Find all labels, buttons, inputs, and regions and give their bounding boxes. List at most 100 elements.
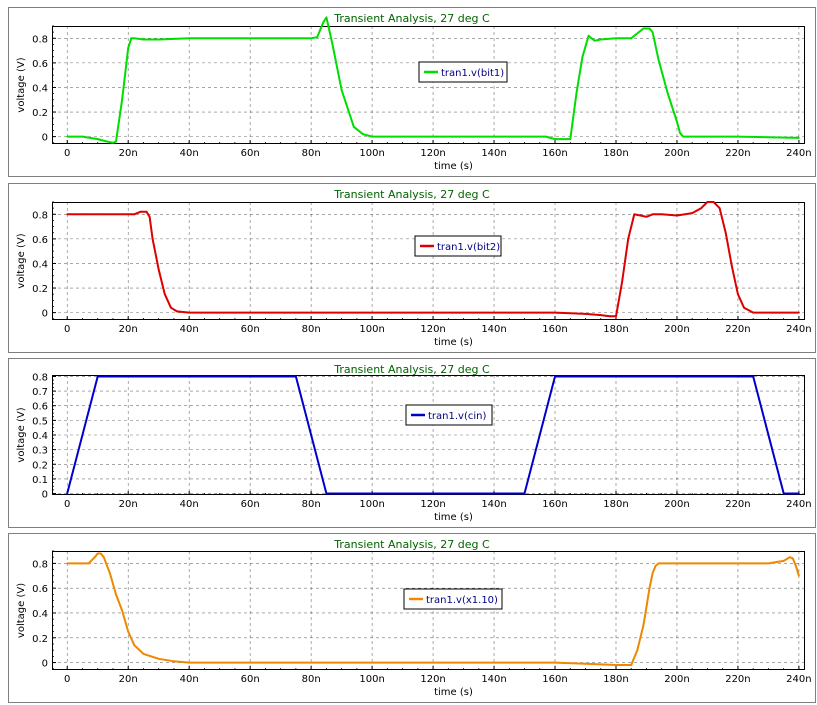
data-point [593, 39, 596, 42]
data-point [633, 213, 636, 216]
x-tick-label: 20n [119, 148, 138, 159]
x-tick-label: 120n [420, 324, 445, 335]
y-tick-label: 0.7 [32, 387, 48, 398]
data-point [636, 32, 639, 35]
data-point [157, 657, 160, 660]
y-tick-label: 0.4 [32, 609, 48, 620]
y-tick-label: 0.6 [32, 59, 48, 70]
legend: tran1.v(bit1) [418, 61, 508, 83]
x-tick-label: 80n [302, 674, 321, 685]
data-point [599, 314, 602, 316]
data-point [630, 664, 633, 666]
legend-box [418, 61, 508, 83]
x-tick-label: 200n [664, 674, 689, 685]
data-point [660, 562, 663, 565]
x-tick-label: 100n [359, 674, 384, 685]
data-point [798, 492, 800, 495]
chart-panel-1: Transient Analysis, 27 deg C 0 20n 40n 60n 80… [8, 7, 816, 177]
x-tick-label: 0 [64, 324, 70, 335]
data-point [249, 37, 252, 40]
y-tick-label: 0.4 [32, 259, 48, 270]
y-axis-label: voltage (V) [16, 57, 27, 112]
data-point [666, 92, 669, 95]
data-point [700, 207, 703, 210]
data-point [639, 214, 642, 217]
legend: tran1.v(cin) [405, 404, 493, 426]
data-point [99, 552, 102, 555]
data-point [371, 311, 374, 314]
data-point [676, 562, 678, 565]
x-tick-label: 180n [603, 148, 628, 159]
data-point [676, 120, 678, 123]
data-point [782, 560, 785, 562]
y-tick-label: 0.4 [32, 431, 48, 442]
data-point [523, 492, 526, 495]
x-axis-label: time (s) [434, 337, 473, 348]
data-point [127, 630, 130, 633]
data-point [654, 564, 657, 567]
x-tick-label: 220n [725, 674, 750, 685]
y-tick-label: 0.8 [32, 210, 48, 221]
data-point [788, 556, 791, 559]
y-tick-label: 0.2 [32, 108, 48, 119]
y-tick-label: 0.2 [32, 284, 48, 295]
data-point [93, 556, 96, 559]
x-tick-label: 60n [241, 499, 260, 510]
series-line [67, 201, 799, 318]
data-point [121, 98, 124, 101]
x-tick-label: 160n [542, 674, 567, 685]
data-point [645, 605, 648, 608]
data-point [66, 562, 69, 565]
data-point [249, 311, 252, 314]
data-point [554, 661, 556, 664]
x-tick-label: 140n [481, 148, 506, 159]
data-point [657, 59, 660, 62]
data-point [651, 572, 654, 575]
y-tick-label: 0.8 [32, 372, 48, 383]
x-tick-label: 160n [542, 499, 567, 510]
data-point [66, 135, 69, 138]
data-point [130, 37, 133, 40]
data-point [66, 213, 69, 216]
legend-box [405, 404, 493, 426]
data-point [794, 564, 797, 567]
x-tick-label: 160n [542, 148, 567, 159]
data-point [157, 268, 160, 271]
data-point [724, 231, 727, 234]
data-point [371, 135, 374, 138]
chart-panel-4: Transient Analysis, 27 deg C 0 20n 40n 60n 80… [8, 533, 816, 703]
data-point [645, 215, 648, 218]
data-point [352, 125, 355, 128]
x-tick-label: 40n [180, 674, 199, 685]
data-point [112, 141, 114, 144]
data-point [682, 135, 684, 138]
y-axis-label: voltage (V) [16, 233, 27, 288]
data-point [712, 201, 715, 203]
x-tick-label: 20n [119, 324, 138, 335]
data-point [752, 375, 755, 378]
data-point [584, 312, 587, 315]
data-point [493, 135, 495, 138]
data-point [163, 293, 166, 296]
y-tick-label: 0 [42, 309, 48, 320]
data-point [737, 293, 739, 296]
y-tick-label: 0.6 [32, 584, 48, 595]
data-point [615, 664, 617, 666]
data-point [96, 138, 99, 140]
legend-box [414, 235, 502, 257]
x-axis-label: time (s) [434, 687, 473, 698]
legend: tran1.v(bit2) [414, 235, 502, 257]
x-tick-label: 40n [180, 324, 199, 335]
data-point [81, 213, 84, 216]
data-point [127, 213, 130, 216]
chart-panel-3: Transient Analysis, 27 deg C 0 20n 40n 60n 80… [8, 358, 816, 528]
data-point [660, 213, 663, 216]
chart-title: Transient Analysis, 27 deg C [333, 188, 490, 201]
data-point [148, 215, 151, 218]
y-tick-label: 0.8 [32, 559, 48, 570]
data-point [188, 37, 191, 40]
data-point [96, 375, 99, 378]
x-tick-label: 220n [725, 324, 750, 335]
x-tick-label: 120n [420, 499, 445, 510]
